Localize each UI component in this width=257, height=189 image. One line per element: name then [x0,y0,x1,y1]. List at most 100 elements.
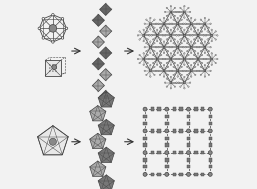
Circle shape [183,11,185,13]
Circle shape [156,58,158,60]
Circle shape [198,46,200,48]
Circle shape [49,71,50,72]
Polygon shape [194,107,198,111]
Circle shape [170,35,172,36]
Circle shape [151,35,152,36]
Circle shape [150,29,151,30]
Circle shape [191,29,192,30]
Polygon shape [158,129,161,133]
Circle shape [180,78,181,79]
Circle shape [164,58,166,60]
Polygon shape [98,92,114,107]
Circle shape [184,40,185,42]
Circle shape [211,29,212,30]
Circle shape [159,27,161,28]
Circle shape [173,74,174,76]
Polygon shape [38,126,68,155]
Circle shape [204,70,206,72]
Circle shape [42,37,44,39]
Circle shape [170,5,171,7]
Circle shape [147,39,148,40]
Circle shape [157,53,158,54]
Circle shape [164,35,166,36]
Polygon shape [158,107,161,111]
Circle shape [178,35,179,36]
Circle shape [188,54,189,56]
Circle shape [161,31,162,32]
Circle shape [180,39,181,40]
Circle shape [177,70,179,72]
Circle shape [139,39,140,40]
Circle shape [188,86,189,87]
Circle shape [164,82,166,83]
Circle shape [193,54,195,56]
Circle shape [151,58,152,60]
Circle shape [208,27,209,28]
Circle shape [174,15,176,17]
Circle shape [197,40,199,42]
Circle shape [207,62,208,64]
Circle shape [149,58,150,60]
Circle shape [162,35,164,36]
Circle shape [183,46,184,48]
Circle shape [38,27,41,29]
Circle shape [167,51,169,52]
Circle shape [154,43,155,44]
Circle shape [183,82,185,84]
Circle shape [143,53,144,54]
Polygon shape [173,129,176,133]
Circle shape [161,39,162,40]
Polygon shape [92,58,104,70]
Polygon shape [92,36,104,48]
Circle shape [147,54,148,56]
Polygon shape [158,173,161,176]
Circle shape [159,19,161,20]
Polygon shape [187,122,190,125]
Circle shape [178,82,179,83]
Circle shape [187,129,190,133]
Circle shape [191,41,192,42]
Circle shape [156,35,158,36]
Circle shape [159,51,161,52]
Circle shape [155,46,157,48]
Polygon shape [143,165,147,168]
Circle shape [154,66,155,67]
Circle shape [180,7,181,9]
Circle shape [201,62,203,64]
Circle shape [146,74,147,76]
Circle shape [171,70,173,71]
Circle shape [163,46,165,48]
Circle shape [174,39,176,40]
Circle shape [154,74,155,76]
Circle shape [184,5,185,7]
Circle shape [49,138,57,145]
Circle shape [205,35,207,36]
Circle shape [200,19,201,20]
Circle shape [181,27,182,28]
Circle shape [215,54,216,56]
Circle shape [184,17,185,18]
Circle shape [208,107,212,111]
Circle shape [157,29,158,30]
Circle shape [208,43,209,44]
Circle shape [163,17,165,19]
Circle shape [154,51,155,52]
Circle shape [197,58,199,60]
Circle shape [183,23,184,24]
Circle shape [143,64,144,65]
Circle shape [191,52,192,54]
Circle shape [217,35,218,36]
Circle shape [169,23,170,24]
Circle shape [204,64,206,66]
Circle shape [146,27,147,28]
Circle shape [181,43,182,44]
Polygon shape [143,115,147,119]
Circle shape [152,54,154,56]
Polygon shape [208,115,212,119]
Circle shape [187,107,190,111]
Polygon shape [165,165,169,168]
Circle shape [143,107,147,111]
Circle shape [157,40,158,42]
Circle shape [143,40,144,42]
Polygon shape [92,14,104,26]
